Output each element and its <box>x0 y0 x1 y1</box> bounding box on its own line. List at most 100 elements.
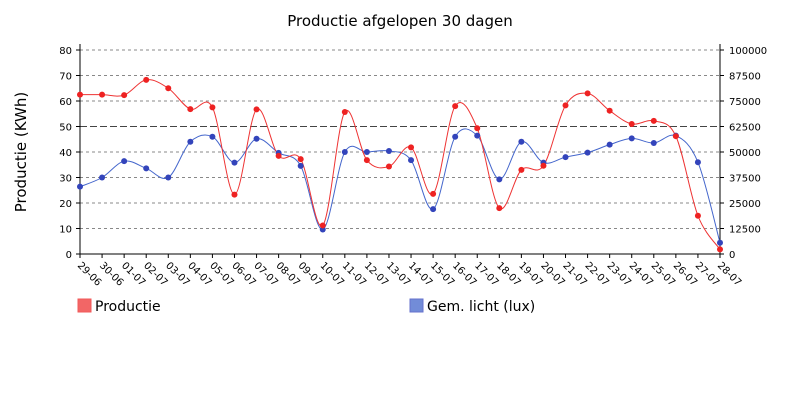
x-tick-label: 23-07 <box>605 260 633 288</box>
licht-point <box>385 147 392 154</box>
x-tick-label: 14-07 <box>406 260 434 288</box>
left-tick-label: 60 <box>59 97 72 108</box>
x-tick-label: 01-07 <box>119 260 147 288</box>
licht-point <box>562 154 569 161</box>
x-tick-label: 11-07 <box>340 260 368 288</box>
productie-point <box>408 144 415 151</box>
x-tick-label: 26-07 <box>671 260 699 288</box>
productie-point <box>496 205 503 212</box>
left-tick-label: 0 <box>66 250 72 261</box>
licht-point <box>363 149 370 155</box>
productie-point <box>165 85 172 92</box>
productie-point <box>672 133 679 140</box>
x-tick-label: 13-07 <box>384 260 412 288</box>
licht-point <box>253 135 260 142</box>
grid <box>76 44 724 258</box>
productie-point <box>628 120 635 127</box>
right-tick-label: 0 <box>729 250 735 261</box>
y-axis-title: Productie (KWh) <box>12 92 30 212</box>
licht-point <box>694 159 701 166</box>
right-tick-label: 62500 <box>729 123 761 134</box>
x-tick-label: 12-07 <box>362 260 390 288</box>
productie-point <box>430 190 437 197</box>
licht-point <box>121 158 128 165</box>
productie-point <box>452 103 459 110</box>
legend-swatch <box>77 298 92 313</box>
licht-point <box>650 140 657 147</box>
series-markers <box>77 76 723 253</box>
licht-point <box>518 138 525 145</box>
productie-point <box>319 222 326 229</box>
productie-point <box>474 125 481 132</box>
licht-point <box>297 162 304 169</box>
left-tick-label: 20 <box>59 199 72 210</box>
x-tick-label: 06-07 <box>229 260 257 288</box>
legend-swatch <box>409 298 424 313</box>
right-tick-label: 37500 <box>729 174 761 185</box>
licht-point <box>341 149 348 155</box>
legend-label: Gem. licht (lux) <box>427 299 535 315</box>
left-tick-label: 80 <box>59 46 72 57</box>
left-tick-label: 10 <box>59 225 72 236</box>
right-tick-label: 12500 <box>729 225 761 236</box>
left-tick-label: 30 <box>59 174 72 185</box>
productie-point <box>187 106 194 113</box>
chart-title: Productie afgelopen 30 dagen <box>287 12 513 30</box>
right-tick-label: 25000 <box>729 199 761 210</box>
productie-point <box>717 246 723 253</box>
x-tick-label: 05-07 <box>207 260 235 288</box>
licht-point <box>584 149 591 156</box>
productie-point <box>694 212 701 219</box>
productie-point <box>143 76 150 83</box>
x-tick-label: 16-07 <box>450 260 478 288</box>
right-tick-label: 87500 <box>729 72 761 83</box>
x-tick-label: 15-07 <box>428 260 456 288</box>
left-tick-label: 50 <box>59 123 72 134</box>
licht-point <box>628 135 635 142</box>
x-tick-label: 08-07 <box>273 260 301 288</box>
licht-point <box>606 141 613 148</box>
licht-point <box>187 138 194 145</box>
licht-point <box>165 174 172 181</box>
series-lines <box>79 79 721 250</box>
x-tick-label: 24-07 <box>627 260 655 288</box>
x-tick-label: 30-06 <box>97 260 125 288</box>
productie-point <box>584 90 591 97</box>
x-tick-label: 29-06 <box>75 260 103 288</box>
x-tick-label: 21-07 <box>560 260 588 288</box>
productie-point <box>341 108 348 115</box>
productie-point <box>231 191 238 198</box>
licht-point <box>231 159 238 166</box>
x-tick-label: 27-07 <box>693 260 721 288</box>
licht-point <box>99 174 106 181</box>
licht-point <box>408 157 415 164</box>
x-tick-label: 28-07 <box>715 260 743 288</box>
productie-point <box>650 117 657 124</box>
x-tick-label: 19-07 <box>516 260 544 288</box>
right-axis-ticks: 0 12500 25000 37500 50000 62500 75000 87500 1000… <box>729 46 767 261</box>
productie-point <box>77 91 83 98</box>
legend: Productie Gem. licht (lux) <box>77 298 535 315</box>
series-line <box>79 79 721 250</box>
x-tick-label: 25-07 <box>649 260 677 288</box>
productie-point <box>540 162 547 169</box>
productie-point <box>253 106 260 113</box>
x-tick-label: 18-07 <box>494 260 522 288</box>
licht-point <box>430 206 437 213</box>
x-tick-label: 20-07 <box>538 260 566 288</box>
x-tick-label: 17-07 <box>472 260 500 288</box>
licht-point <box>452 133 459 140</box>
productie-point <box>562 102 569 109</box>
x-tick-label: 04-07 <box>185 260 213 288</box>
licht-point <box>474 132 481 139</box>
productie-point <box>606 107 613 114</box>
licht-point <box>717 239 723 246</box>
x-tick-label: 22-07 <box>582 260 610 288</box>
licht-point <box>143 165 150 172</box>
x-tick-label: 07-07 <box>251 260 279 288</box>
licht-point <box>209 133 216 140</box>
productie-point <box>121 92 128 99</box>
productie-point <box>209 104 216 111</box>
left-tick-label: 70 <box>59 72 72 83</box>
